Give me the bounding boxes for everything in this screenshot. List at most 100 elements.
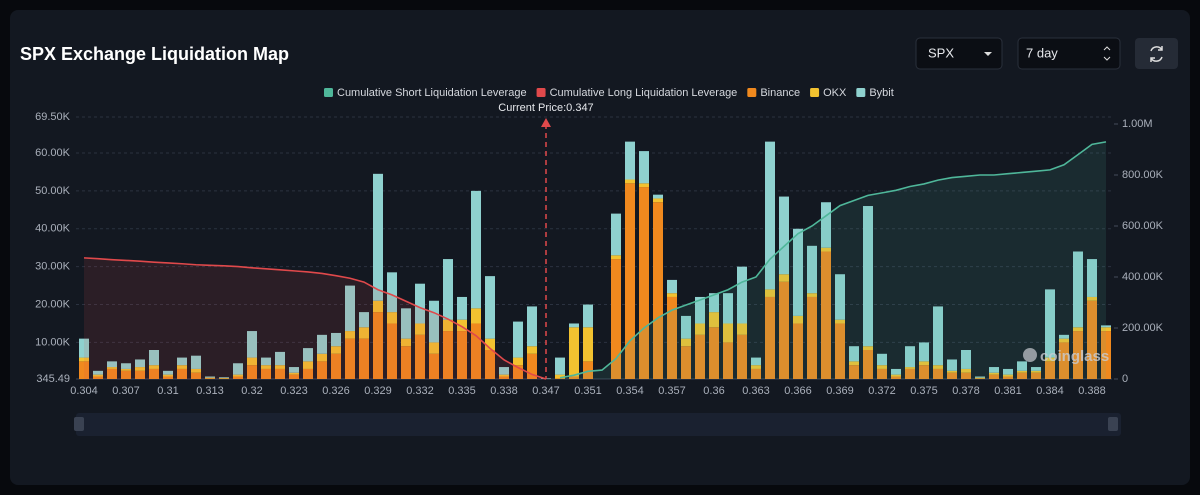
bar-segment (933, 365, 943, 369)
bar-segment (121, 368, 131, 371)
bar-segment (961, 372, 971, 379)
bar-segment (863, 206, 873, 347)
legend-swatch (324, 88, 333, 97)
bar-segment (751, 357, 761, 366)
bar-segment (457, 331, 467, 379)
bar-segment (961, 350, 971, 369)
bar-segment (149, 368, 159, 379)
chart-title: SPX Exchange Liquidation Map (20, 44, 289, 64)
x-tick-label: 0.347 (532, 385, 560, 397)
slider-handle[interactable] (1108, 417, 1118, 431)
bar-segment (975, 376, 985, 378)
bar-segment (1059, 342, 1069, 379)
bar-segment (905, 368, 915, 379)
bar-segment (191, 355, 201, 369)
bar-segment (1073, 331, 1083, 379)
area-fill (84, 257, 546, 379)
legend-label: Cumulative Short Liquidation Leverage (337, 87, 527, 99)
x-tick-label: 0.338 (490, 385, 518, 397)
bar-segment (611, 255, 621, 260)
bar-segment (709, 312, 719, 328)
bar-segment (653, 194, 663, 199)
bar-segment (751, 365, 761, 369)
bar-segment (471, 323, 481, 379)
bar-segment (135, 367, 145, 371)
bar-segment (709, 293, 719, 313)
bar-segment (387, 272, 397, 313)
x-tick-label: 0.384 (1036, 385, 1064, 397)
bar-segment (443, 259, 453, 320)
x-tick-label: 0.354 (616, 385, 644, 397)
bar-segment (835, 274, 845, 320)
legend-label: Cumulative Long Liquidation Leverage (550, 87, 738, 99)
x-tick-label: 0.388 (1078, 385, 1106, 397)
legend-label: Bybit (869, 87, 893, 99)
x-tick-label: 0.357 (658, 385, 686, 397)
bar-segment (681, 346, 691, 379)
bar-segment (667, 296, 677, 379)
bar-segment (723, 293, 733, 324)
bar-segment (835, 319, 845, 324)
bar-segment (233, 374, 243, 377)
x-tick-label: 0.363 (742, 385, 770, 397)
bar-segment (149, 365, 159, 369)
x-tick-label: 0.323 (280, 385, 308, 397)
bar-segment (989, 367, 999, 373)
bar-segment (779, 196, 789, 275)
bar-segment (1073, 251, 1083, 328)
bar-segment (1045, 361, 1055, 379)
bar-segment (359, 338, 369, 379)
bar-segment (569, 327, 579, 377)
bar-segment (555, 357, 565, 375)
bar-segment (387, 312, 397, 324)
y-tick-label: 10.00K (35, 336, 71, 348)
bar-segment (919, 365, 929, 379)
bar-segment (177, 365, 187, 369)
bar-segment (877, 365, 887, 369)
slider-handle[interactable] (74, 417, 84, 431)
bar-segment (849, 361, 859, 366)
bar-segment (499, 367, 509, 375)
bar-segment (345, 331, 355, 339)
bar-segment (583, 361, 593, 379)
refresh-button[interactable] (1135, 38, 1178, 69)
stepper-icon (1103, 46, 1111, 61)
bar-segment (275, 365, 285, 369)
bar-segment (1087, 259, 1097, 297)
zoom-slider[interactable] (76, 413, 1121, 436)
bar-segment (751, 368, 761, 379)
line (83, 257, 547, 380)
range-select[interactable] (1017, 37, 1121, 70)
dropdown-icon (984, 52, 992, 56)
bar-segment (947, 370, 957, 373)
bar-segment (163, 374, 173, 377)
bar-segment (1045, 357, 1055, 362)
legend-swatch (747, 88, 757, 97)
bar-segment (275, 351, 285, 366)
bar-segment (583, 327, 593, 362)
y2-tick-label: 200.00K (1122, 322, 1164, 334)
bar-segment (331, 346, 341, 354)
bar-segment (415, 323, 425, 335)
bar-segment (93, 376, 103, 379)
bar-segment (611, 213, 621, 256)
bar-segment (919, 361, 929, 366)
bar-segment (107, 361, 117, 368)
bar-segment (107, 368, 117, 379)
bar-segment (569, 323, 579, 328)
bar-segment (163, 376, 173, 379)
bar-segment (639, 187, 649, 379)
bar-segment (849, 365, 859, 379)
bar-segment (877, 368, 887, 379)
bar-segment (821, 247, 831, 252)
bar-segment (289, 374, 299, 379)
range-value: 7 day (1026, 45, 1058, 60)
bar-segment (933, 306, 943, 366)
bar-segment (1031, 370, 1041, 373)
symbol-select[interactable] (915, 37, 1003, 70)
bar-segment (247, 331, 257, 358)
bar-segment (443, 331, 453, 379)
bar-segment (359, 327, 369, 339)
bar-segment (415, 334, 425, 379)
bar-segment (737, 323, 747, 335)
